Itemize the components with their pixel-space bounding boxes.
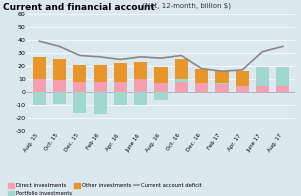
Bar (94, 82, 107, 92)
Bar (175, 82, 188, 92)
Bar (215, 84, 228, 92)
Bar (276, 86, 289, 92)
Bar (33, 57, 46, 79)
Bar (134, 79, 147, 92)
Bar (276, 67, 289, 86)
Bar (236, 71, 249, 86)
Bar (94, 65, 107, 82)
Bar (195, 69, 208, 83)
Bar (73, 92, 86, 113)
Bar (154, 83, 168, 92)
Bar (215, 83, 228, 84)
Bar (114, 63, 127, 82)
Bar (53, 59, 66, 80)
Bar (134, 92, 147, 105)
Bar (53, 80, 66, 92)
Bar (215, 71, 228, 83)
Bar (175, 79, 188, 82)
Bar (73, 82, 86, 92)
Text: (Net, 12-month, billion $): (Net, 12-month, billion $) (140, 3, 231, 9)
Bar (175, 59, 188, 79)
Text: Current and financial account: Current and financial account (3, 3, 155, 12)
Bar (154, 92, 168, 100)
Bar (94, 92, 107, 114)
Bar (114, 92, 127, 105)
Bar (53, 92, 66, 104)
Bar (256, 86, 269, 92)
Bar (134, 62, 147, 79)
Bar (256, 67, 269, 86)
Bar (33, 79, 46, 92)
Bar (236, 86, 249, 92)
Bar (114, 82, 127, 92)
Bar (154, 67, 168, 83)
Bar (73, 65, 86, 82)
Bar (195, 83, 208, 92)
Bar (33, 92, 46, 105)
